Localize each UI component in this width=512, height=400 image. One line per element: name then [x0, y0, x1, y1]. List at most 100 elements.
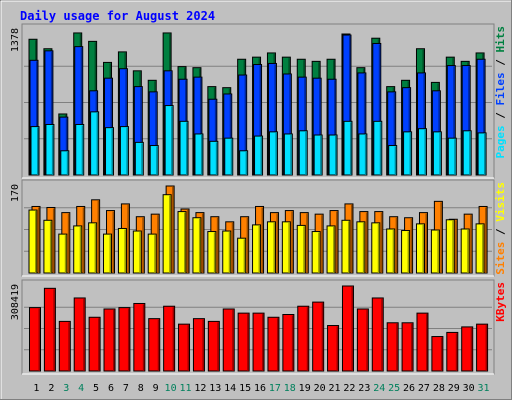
bar-kbytes-shade — [68, 322, 70, 371]
bar-visits-shade — [407, 231, 410, 273]
bar-pages-fill — [388, 145, 398, 176]
bar-visits-shade — [124, 229, 126, 273]
bar-kbytes-fill — [312, 301, 325, 372]
bar-kbytes-shade — [142, 304, 145, 371]
bar-pages — [358, 133, 368, 176]
bar-visits-shade — [154, 235, 156, 273]
bar-visits — [252, 224, 262, 274]
bar-visits — [237, 237, 247, 274]
bar-kbytes — [29, 307, 41, 372]
bar-sites-shade — [425, 213, 427, 273]
bar-kbytes-shade — [366, 309, 368, 371]
bar-pages-fill — [75, 123, 85, 176]
x-tick-label: 1 — [33, 383, 39, 394]
bar-sites-shade — [455, 220, 457, 273]
x-tick-label: 14 — [224, 383, 236, 394]
bar-files-shade — [244, 76, 247, 175]
bar-visits-fill — [311, 231, 321, 274]
bar-kbytes — [88, 316, 101, 372]
bar-sites-shade — [82, 207, 85, 273]
bar-visits-shade — [64, 235, 67, 273]
bar-visits-shade — [213, 232, 216, 273]
bar-pages-fill — [209, 140, 219, 176]
x-tick-label: 11 — [179, 383, 191, 394]
bar-kbytes-fill — [371, 297, 384, 372]
bar-kbytes-shade — [53, 289, 55, 371]
bar-files-shade — [199, 78, 202, 175]
bar-kbytes — [282, 314, 295, 372]
bar-visits — [192, 217, 202, 274]
x-tick-label: 24 — [373, 383, 385, 394]
bar-kbytes — [133, 302, 146, 372]
bar-pages-fill — [254, 135, 264, 176]
bar-kbytes-fill — [416, 312, 429, 372]
bar-visits-shade — [243, 239, 246, 273]
bar-pages — [30, 126, 40, 176]
bar-kbytes — [73, 297, 86, 372]
x-tick-label: 4 — [78, 383, 84, 394]
x-tick-label: 26 — [403, 383, 415, 394]
bar-kbytes-fill — [356, 308, 369, 372]
bar-sites-shade — [470, 215, 472, 273]
bar-pages-shade — [141, 143, 143, 175]
bar-kbytes-shade — [38, 308, 40, 371]
x-tick-label: 29 — [448, 383, 460, 394]
bar-pages-shade — [156, 146, 158, 175]
bar-pages-fill — [447, 137, 457, 176]
bar-kbytes-shade — [321, 303, 324, 371]
bar-kbytes — [178, 323, 191, 372]
bar-kbytes-shade — [127, 308, 130, 371]
bar-pages — [239, 150, 249, 176]
bar-kbytes — [252, 312, 265, 372]
bar-pages-shade — [484, 133, 486, 175]
bar-kbytes-shade — [455, 333, 458, 371]
chart-panels: 1378 Pages / Files / Hits 170 Sites / Visit… — [10, 23, 507, 375]
bar-pages-fill — [239, 150, 249, 176]
bar-kbytes-fill — [192, 318, 205, 372]
bar-kbytes — [416, 312, 429, 372]
bar-visits-fill — [371, 222, 381, 274]
bar-sites-shade — [306, 213, 308, 273]
bar-pages — [403, 131, 413, 176]
bar-pages-shade — [111, 128, 114, 175]
bar-kbytes-shade — [276, 318, 279, 371]
bar-kbytes-fill — [297, 305, 310, 372]
x-tick-label: 5 — [93, 383, 99, 394]
bars-requests — [28, 32, 487, 176]
bar-files-shade — [110, 79, 113, 175]
bar-visits-shade — [49, 221, 52, 273]
bar-visits — [28, 209, 38, 274]
bar-pages-shade — [364, 134, 367, 175]
panel-visits: 170 Sites / Visits — [10, 179, 507, 277]
bar-kbytes — [43, 287, 56, 372]
bar-pages-shade — [245, 151, 248, 175]
bar-visits — [281, 221, 291, 274]
bar-pages — [149, 145, 159, 176]
bar-visits-shade — [467, 229, 469, 273]
bar-files-shade — [274, 64, 276, 175]
bar-pages-fill — [105, 127, 115, 176]
bar-pages-fill — [224, 137, 234, 176]
bar-pages — [283, 133, 293, 176]
bar-kbytes-shade — [83, 298, 85, 371]
bar-visits-fill — [88, 222, 98, 274]
bar-pages — [388, 145, 398, 176]
bar-files-shade — [483, 60, 485, 175]
bar-visits — [475, 223, 485, 274]
bar-visits — [371, 222, 381, 274]
bar-pages-fill — [149, 145, 159, 176]
bar-pages-fill — [119, 126, 129, 176]
bar-files-shade — [289, 74, 291, 175]
bar-visits-shade — [422, 224, 424, 273]
bar-kbytes — [148, 318, 161, 372]
bar-kbytes — [341, 285, 354, 372]
bar-visits-fill — [460, 228, 470, 274]
bar-visits-shade — [362, 222, 365, 273]
bar-visits-shade — [303, 226, 305, 273]
bar-visits-fill — [415, 223, 425, 274]
bar-pages-fill — [30, 126, 40, 176]
bar-sites-shade — [246, 217, 249, 273]
bar-kbytes — [371, 297, 384, 372]
bar-visits-fill — [475, 223, 485, 274]
bar-visits-shade — [198, 218, 201, 273]
